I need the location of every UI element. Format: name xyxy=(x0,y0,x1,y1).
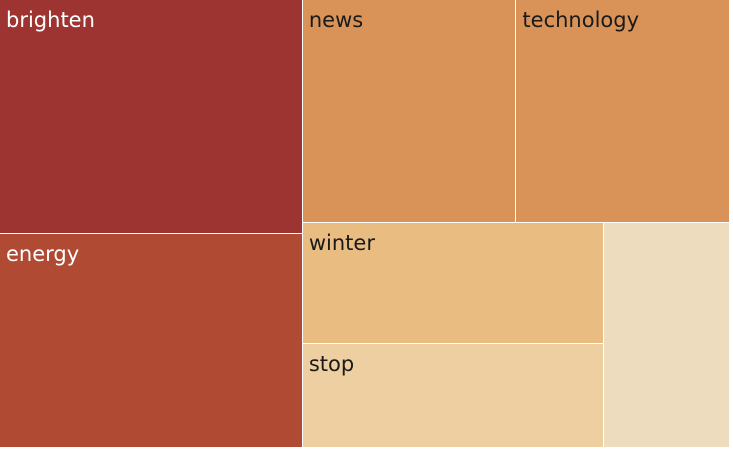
treemap-cell-label: technology xyxy=(522,8,640,32)
treemap-cell-winter: winter xyxy=(302,222,604,343)
treemap-cell-energy: energy xyxy=(0,234,302,447)
treemap-cell-unlabeled xyxy=(604,222,729,447)
treemap-cell-label: stop xyxy=(308,351,355,376)
treemap-cell-label: news xyxy=(308,8,364,32)
treemap-cell-brighten: brighten xyxy=(0,0,302,234)
treemap-cell-stop: stop xyxy=(302,343,604,447)
treemap-cell-technology: technology xyxy=(516,0,729,222)
treemap-cell-news: news xyxy=(302,0,516,222)
treemap-cell-label: winter xyxy=(308,230,375,255)
treemap-cell-label: brighten xyxy=(6,8,95,32)
treemap-cell-label: energy xyxy=(6,242,80,267)
